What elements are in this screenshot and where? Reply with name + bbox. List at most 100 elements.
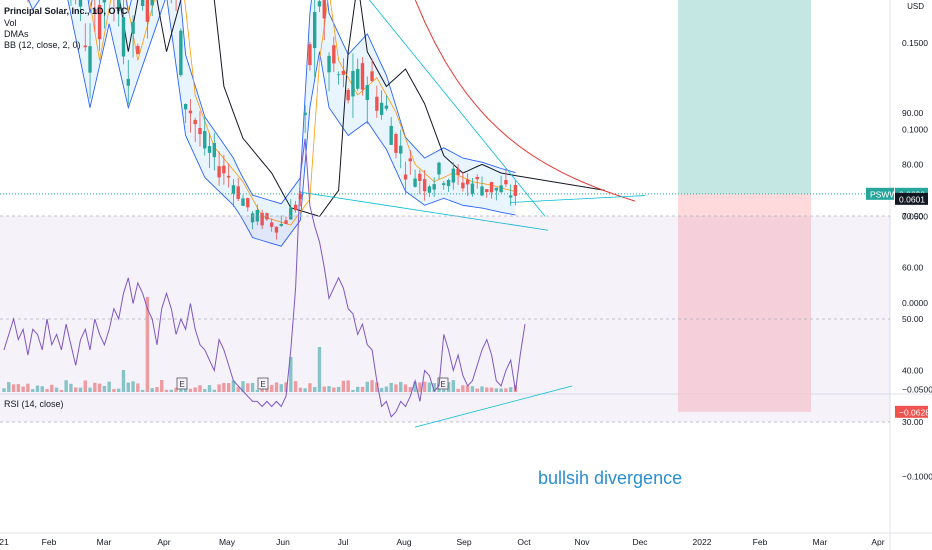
candle-body [193, 119, 197, 125]
volume-bar [88, 387, 92, 392]
ma-black-line [119, 0, 606, 217]
volume-legend[interactable]: Vol [4, 18, 17, 28]
bollinger-legend[interactable]: BB (12, close, 2, 0) [4, 40, 81, 50]
volume-bar [284, 382, 288, 392]
volume-bar [93, 382, 97, 392]
volume-bar [222, 382, 226, 392]
volume-bar [50, 384, 54, 392]
volume-bar [274, 382, 279, 392]
time-tick-label: Apr [871, 537, 884, 547]
candle-body [504, 180, 508, 185]
volume-bar [322, 386, 326, 392]
candle-body [217, 166, 221, 178]
candle-body [480, 186, 484, 196]
volume-bar [193, 387, 197, 392]
time-tick-label: May [219, 537, 236, 547]
time-tick-label: Feb [42, 537, 57, 547]
candle-body [150, 0, 154, 6]
trendline-extension [509, 195, 646, 203]
volume-bar [136, 383, 140, 392]
volume-bar [442, 389, 446, 392]
rsi-line [3, 138, 526, 418]
volume-bar [236, 386, 240, 392]
price-label-symbol-bg [866, 187, 894, 200]
volume-bar [317, 347, 322, 392]
volume-bar [69, 383, 73, 392]
volume-bar [279, 384, 283, 392]
symbol-title[interactable]: Principal Solar, Inc., 1D, OTC [4, 6, 128, 16]
candle-body [470, 183, 475, 194]
bollinger-upper-line [87, 0, 516, 205]
rsi-tick-label: 80.00 [902, 160, 924, 170]
time-tick-label: Dec [632, 537, 648, 547]
time-tick-label: Mar [813, 537, 828, 547]
candle-body [327, 55, 331, 73]
candle-body [394, 134, 398, 153]
bollinger-lower-line [28, 0, 516, 247]
volume-bar [7, 382, 11, 392]
volume-bar [427, 382, 432, 392]
rsi-tick-label: 60.00 [902, 263, 924, 273]
time-tick-label: Oct [517, 537, 531, 547]
candle-body [93, 9, 97, 14]
candle-body [375, 96, 379, 111]
candle-body [356, 69, 360, 89]
candle-body [246, 198, 250, 208]
volume-bar [126, 382, 130, 392]
candle-body [78, 0, 83, 7]
volume-bar [174, 387, 178, 392]
candle-body [360, 63, 365, 90]
volume-bar [451, 380, 456, 392]
candle-body [399, 145, 403, 154]
volume-bar [40, 386, 44, 392]
earnings-marker-label: E [440, 380, 445, 389]
volume-bar [508, 387, 513, 392]
volume-bar [485, 387, 489, 392]
candle-body [231, 185, 236, 194]
price-label-bg [895, 192, 928, 205]
volume-bar [303, 388, 307, 392]
ma-legend[interactable]: DMAs [4, 29, 29, 39]
volume-bar [255, 389, 260, 392]
earnings-marker-box [176, 377, 188, 390]
candle-body [279, 223, 283, 226]
candle-body [475, 176, 479, 180]
volume-bar [432, 383, 436, 392]
volume-bar [231, 380, 236, 392]
volume-bar [336, 386, 341, 392]
volume-bar [169, 389, 173, 392]
target-zone [678, 0, 811, 194]
time-tick-label: 2022 [693, 537, 712, 547]
price-label-symbol: PSWW [870, 189, 897, 199]
volume-bar [241, 381, 245, 392]
earnings-marker-box [437, 377, 449, 390]
volume-bar [418, 382, 422, 392]
candle-body [365, 85, 369, 100]
volume-bar [289, 357, 293, 392]
volume-bar [11, 384, 16, 392]
candle-body [389, 125, 393, 145]
volume-bar [389, 382, 393, 392]
candle-body [236, 186, 240, 199]
price-tick-label: 0.0000 [902, 298, 928, 308]
trendline-lower [299, 191, 549, 231]
candle-body [427, 186, 432, 193]
bollinger-fill [28, 0, 516, 247]
earnings-marker-label: E [260, 380, 265, 389]
price-tick-label: 0.0500 [902, 211, 928, 221]
candle-body [513, 184, 518, 196]
volume-bar [21, 386, 25, 392]
volume-bar [140, 389, 145, 392]
candle-body [313, 12, 317, 49]
volume-bar [155, 387, 159, 392]
volume-bar [217, 384, 221, 392]
candle-body [145, 0, 150, 22]
rsi-legend[interactable]: RSI (14, close) [4, 399, 64, 409]
volume-bar [298, 387, 303, 392]
time-tick-label: Mar [97, 537, 112, 547]
volume-bar [131, 381, 135, 392]
time-tick-label: Nov [574, 537, 590, 547]
candle-body [461, 182, 465, 189]
volume-bar [2, 388, 6, 392]
